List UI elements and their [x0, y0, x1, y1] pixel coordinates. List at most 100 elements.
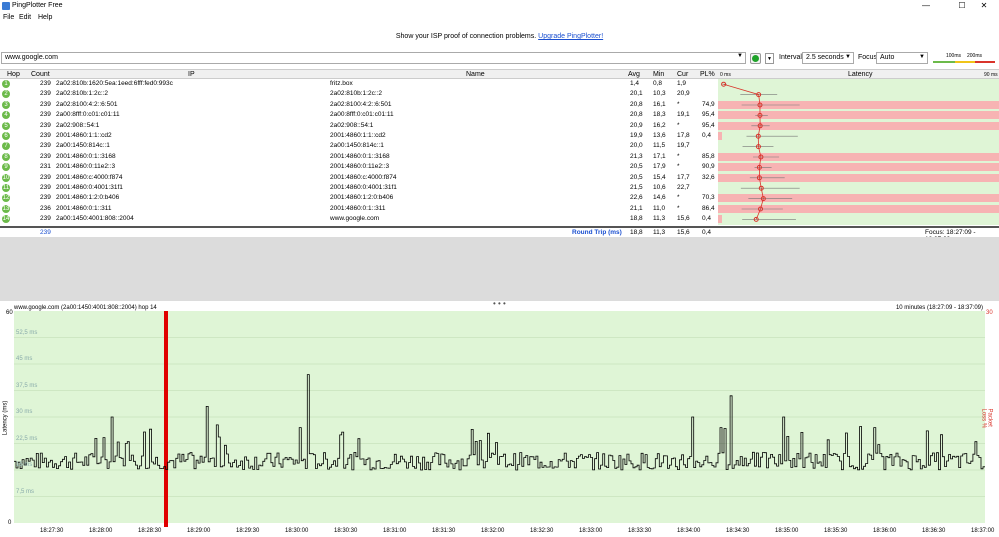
splitter-handle[interactable]: • • •: [493, 299, 506, 308]
scale-200-label: 200ms: [967, 53, 983, 59]
x-tick-label: 18:35:00: [775, 528, 799, 534]
play-icon: [752, 55, 759, 62]
hop-count: 239: [40, 173, 51, 181]
hop-ip: 2001:4860:0:4001:31f1: [56, 184, 123, 191]
focus-select[interactable]: Auto ▼: [876, 52, 928, 64]
hop-name: 2001:4860:0:1::311: [330, 204, 386, 212]
hop-avg: 1,4: [630, 80, 640, 87]
hop-cur: *: [677, 163, 680, 171]
col-pl[interactable]: PL%: [700, 71, 715, 78]
table-row[interactable]: 2 239 2a02:810b:1:2c::2 2a02:810b:1:2c::2 20…: [0, 89, 999, 99]
hop-count: 239: [40, 80, 51, 87]
y2-axis-label: Packet Loss %: [980, 408, 993, 429]
hop-cur: 1,9: [677, 80, 687, 87]
start-button[interactable]: [750, 53, 761, 64]
hop-cur: 19,7: [677, 142, 690, 150]
hop-number: 4: [2, 111, 10, 120]
target-dropdown-icon[interactable]: ▼: [737, 53, 743, 59]
hop-avg: 20,9: [630, 121, 643, 129]
hop-ip: 2001:4860:1:2:0:b406: [56, 194, 120, 202]
graph-title: www.google.com (2a00:1450:4001:808::2004…: [14, 305, 157, 311]
hop-avg: 18,8: [630, 215, 643, 223]
focus-value: Auto: [880, 54, 895, 61]
menu-file[interactable]: File: [3, 14, 15, 21]
menu-help[interactable]: Help: [38, 14, 53, 21]
table-row[interactable]: 11 239 2001:4860:0:4001:31f1 2001:4860:0:40…: [0, 183, 999, 193]
focus-label: Focus: [858, 54, 878, 61]
col-count[interactable]: Count: [31, 71, 50, 78]
col-ip[interactable]: IP: [188, 71, 195, 78]
hop-avg: 20,5: [630, 173, 643, 181]
x-tick-label: 18:35:30: [824, 528, 848, 534]
x-tick-label: 18:27:30: [40, 528, 64, 534]
col-latency[interactable]: Latency: [848, 71, 873, 78]
target-input[interactable]: www.google.com: [1, 52, 746, 64]
window-title: PingPlotter Free: [12, 2, 63, 9]
hop-name: 2a02:8100:4:2::6:501: [330, 100, 392, 108]
x-tick-label: 18:32:00: [481, 528, 505, 534]
start-options-dropdown[interactable]: ▼: [765, 53, 774, 64]
hop-pl: 0,4: [702, 215, 712, 223]
table-row[interactable]: 14 239 2a00:1450:4001:808::2004 www.google.…: [0, 214, 999, 224]
upgrade-link[interactable]: Upgrade PingPlotter!: [538, 33, 604, 40]
table-row[interactable]: 8 239 2001:4860:0:1::3168 2001:4860:0:1::31…: [0, 152, 999, 162]
hop-min: 11,3: [653, 215, 666, 223]
hop-pl: 74,9: [702, 100, 715, 108]
hop-name: 2001:4860:1:1::cd2: [330, 132, 386, 139]
hop-number: 9: [2, 163, 10, 172]
timeline-graph[interactable]: [0, 311, 999, 528]
hop-ip: 2001:4860:0:1::3168: [56, 152, 116, 160]
table-row[interactable]: 9 231 2001:4860:0:11e2::3 2001:4860:0:11e2:…: [0, 162, 999, 172]
maximize-button[interactable]: ☐: [958, 1, 966, 10]
hop-count: 239: [40, 111, 51, 119]
hop-cur: *: [677, 204, 680, 212]
y-top-label: 60: [6, 310, 13, 316]
table-row[interactable]: 1 239 2a02:810b:1620:5ea:1eed:6fff:fed0:99…: [0, 79, 999, 89]
hop-min: 13,6: [653, 132, 666, 139]
app-icon: [2, 2, 10, 10]
hop-number: 3: [2, 100, 10, 109]
y-axis-label: Latency (ms): [2, 400, 9, 436]
col-cur[interactable]: Cur: [677, 71, 689, 78]
hop-ip: 2a02:908::54:1: [56, 121, 100, 129]
x-tick-label: 18:29:00: [187, 528, 211, 534]
hop-avg: 22,6: [630, 194, 643, 202]
x-tick-label: 18:32:30: [530, 528, 554, 534]
chevron-down-icon: ▼: [845, 54, 851, 60]
table-row[interactable]: 5 239 2a02:908::54:1 2a02:908::54:1 20,9 16,2…: [0, 121, 999, 131]
y-tick-label: 15 ms: [16, 462, 33, 468]
hop-avg: 21,3: [630, 152, 643, 160]
hop-pl: 86,4: [702, 204, 715, 212]
table-row[interactable]: 13 236 2001:4860:0:1::311 2001:4860:0:1::31…: [0, 204, 999, 214]
hop-number: 13: [2, 204, 10, 213]
hop-name: fritz.box: [330, 80, 353, 87]
hop-avg: 20,8: [630, 111, 643, 119]
menu-edit[interactable]: Edit: [19, 14, 32, 21]
y2-top-label: 30: [986, 310, 993, 316]
minimize-button[interactable]: —: [922, 1, 930, 10]
empty-area: [0, 237, 999, 301]
col-min[interactable]: Min: [653, 71, 665, 78]
hop-cur: 19,1: [677, 111, 690, 119]
interval-value: 2.5 seconds: [806, 54, 844, 61]
hop-min: 10,6: [653, 184, 666, 191]
hop-ip: 2001:4860:c:4000:f874: [56, 173, 123, 181]
table-row[interactable]: 10 239 2001:4860:c:4000:f874 2001:4860:c:40…: [0, 173, 999, 183]
close-button[interactable]: ✕: [980, 1, 988, 10]
table-row[interactable]: 6 239 2001:4860:1:1::cd2 2001:4860:1:1::cd2…: [0, 131, 999, 141]
table-row[interactable]: 12 239 2001:4860:1:2:0:b406 2001:4860:1:2:0…: [0, 193, 999, 203]
table-row[interactable]: 7 239 2a00:1450:814c::1 2a00:1450:814c::1 20…: [0, 141, 999, 151]
col-avg[interactable]: Avg: [628, 71, 640, 78]
hop-cur: *: [677, 121, 680, 129]
table-row[interactable]: 4 239 2a00:8fff:0:c01:c01:11 2a00:8fff:0:c0…: [0, 110, 999, 120]
col-name[interactable]: Name: [466, 71, 485, 78]
table-row[interactable]: 3 239 2a02:8100:4:2::6:501 2a02:8100:4:2::6…: [0, 100, 999, 110]
x-tick-label: 18:28:30: [138, 528, 162, 534]
title-bar: PingPlotter Free — ☐ ✕: [0, 0, 999, 12]
interval-select[interactable]: 2.5 seconds ▼: [802, 52, 854, 64]
latency-min-label: 0 ms: [720, 72, 731, 78]
hop-avg: 19,9: [630, 132, 643, 139]
col-hop[interactable]: Hop: [7, 71, 20, 78]
hop-count: 239: [40, 132, 51, 139]
x-tick-label: 18:33:30: [628, 528, 652, 534]
